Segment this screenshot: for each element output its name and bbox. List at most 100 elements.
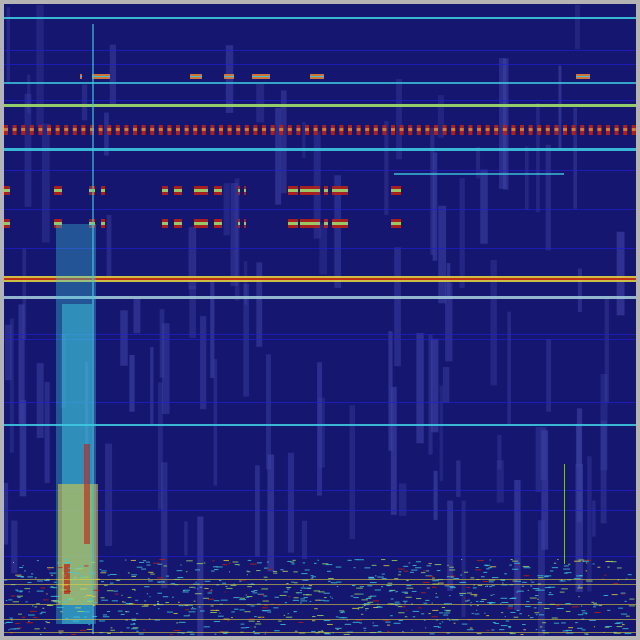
noise-pixel — [491, 585, 495, 587]
noise-pixel — [520, 633, 524, 635]
noise-pixel — [477, 560, 484, 562]
noise-pixel — [295, 592, 300, 594]
burst-mark — [623, 128, 628, 131]
noise-pixel — [398, 612, 405, 614]
noise-pixel — [71, 633, 77, 635]
vertical-streak — [9, 318, 14, 453]
noise-pixel — [274, 596, 279, 598]
noise-pixel — [220, 599, 228, 601]
vertical-streak — [600, 420, 607, 524]
noise-pixel — [360, 613, 364, 615]
noise-pixel — [80, 565, 85, 567]
vertical-streak — [616, 231, 625, 316]
noise-pixel — [150, 573, 155, 575]
noise-pixel — [238, 564, 241, 566]
noise-pixel — [101, 599, 109, 601]
noise-pixel — [437, 626, 441, 628]
noise-pixel — [470, 577, 475, 579]
noise-pixel — [592, 563, 595, 565]
noise-pixel — [20, 576, 25, 578]
noise-pixel — [351, 585, 356, 587]
noise-pixel — [222, 564, 228, 566]
noise-pixel — [416, 598, 422, 600]
noise-pixel — [146, 564, 151, 566]
noise-pixel — [53, 581, 57, 583]
carrier-line — [394, 173, 564, 175]
noise-pixel — [585, 580, 593, 582]
noise-pixel — [488, 579, 496, 581]
noise-pixel — [559, 580, 566, 582]
noise-pixel — [245, 594, 247, 596]
noise-pixel — [538, 614, 545, 616]
noise-pixel — [587, 559, 589, 561]
noise-pixel — [86, 595, 93, 597]
noise-pixel — [472, 587, 477, 589]
noise-pixel — [115, 579, 120, 581]
noise-pixel — [500, 625, 508, 627]
carrier-line — [4, 424, 636, 426]
noise-pixel — [256, 562, 262, 564]
vertical-streak — [230, 182, 239, 287]
carrier-line — [4, 296, 636, 299]
noise-pixel — [176, 622, 179, 624]
noise-pixel — [266, 561, 269, 563]
vertical-streak — [200, 316, 207, 410]
noise-pixel — [210, 589, 213, 591]
noise-pixel — [488, 567, 492, 569]
noise-pixel — [183, 615, 190, 617]
burst-mark — [631, 128, 636, 131]
vertical-streak — [496, 460, 504, 503]
noise-pixel — [64, 590, 71, 592]
noise-pixel — [253, 626, 257, 628]
noise-pixel — [518, 564, 520, 566]
noise-pixel — [245, 626, 250, 628]
noise-pixel — [88, 624, 91, 626]
noise-pixel — [4, 579, 8, 581]
plume — [84, 444, 90, 544]
plume — [92, 24, 94, 634]
noise-pixel — [406, 609, 408, 611]
noise-pixel — [219, 631, 223, 633]
noise-pixel — [530, 579, 532, 581]
burst-mark — [29, 128, 34, 131]
noise-pixel — [120, 613, 125, 615]
noise-pixel — [9, 632, 13, 634]
noise-pixel — [566, 629, 573, 631]
noise-pixel — [449, 566, 454, 568]
vertical-streak — [456, 460, 461, 497]
vertical-streak — [384, 120, 389, 215]
noise-pixel — [549, 592, 552, 594]
noise-pixel — [101, 581, 105, 583]
noise-pixel — [163, 565, 167, 567]
noise-pixel — [338, 617, 345, 619]
vertical-streak — [26, 74, 31, 114]
vertical-streak — [438, 205, 447, 304]
noise-pixel — [447, 564, 449, 566]
noise-pixel — [148, 571, 154, 573]
noise-pixel — [166, 611, 173, 613]
noise-pixel — [412, 610, 420, 612]
burst-mark — [244, 222, 246, 225]
vertical-streak — [499, 58, 507, 189]
noise-pixel — [577, 587, 580, 589]
noise-pixel — [178, 621, 186, 623]
noise-pixel — [131, 574, 138, 576]
vertical-streak — [497, 434, 502, 470]
noise-pixel — [459, 594, 464, 596]
noise-pixel — [188, 611, 196, 613]
burst-mark — [339, 128, 344, 131]
noise-pixel — [523, 575, 530, 577]
noise-pixel — [402, 606, 406, 608]
noise-pixel — [273, 607, 279, 609]
noise-pixel — [629, 598, 635, 600]
noise-pixel — [411, 629, 413, 631]
noise-pixel — [398, 619, 403, 621]
noise-pixel — [34, 606, 37, 608]
noise-pixel — [283, 591, 288, 593]
noise-pixel — [500, 597, 508, 599]
noise-pixel — [412, 616, 416, 618]
noise-pixel — [357, 559, 364, 561]
vertical-streak — [11, 520, 18, 574]
noise-pixel — [19, 591, 23, 593]
noise-pixel — [611, 594, 618, 596]
